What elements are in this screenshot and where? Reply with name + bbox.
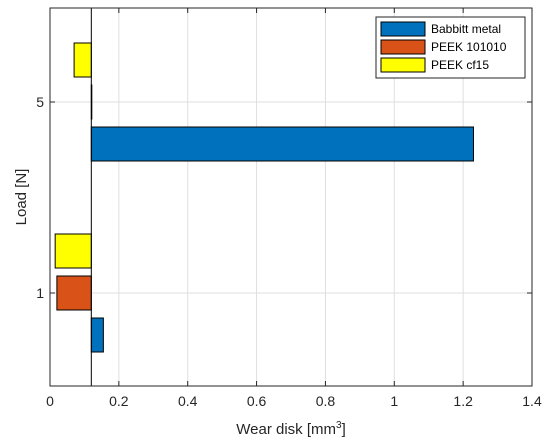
x-axis-title: Wear disk [mm3] (236, 420, 345, 438)
x-tick-label: 0 (46, 393, 54, 409)
bar (54, 233, 92, 269)
legend-swatch (380, 57, 426, 73)
y-tick-labels: 15 (36, 94, 44, 301)
y-axis-title: Load [N] (13, 169, 30, 226)
grid-lines (50, 8, 532, 386)
x-tick-labels: 0 0.2 0.4 0.6 0.8 1 1.2 1.4 (46, 393, 542, 409)
x-tick-label: 1 (390, 393, 398, 409)
bar (90, 317, 104, 353)
x-tick-label: 0.6 (247, 393, 267, 409)
y-tick-label: 1 (36, 285, 44, 301)
y-tick-label: 5 (36, 94, 44, 110)
x-axis-title-main: Wear disk [mm (236, 421, 336, 438)
x-tick-label: 1.2 (453, 393, 473, 409)
axis-ticks (49, 8, 533, 386)
plot-frame (49, 7, 533, 387)
x-axis-title-suffix: ] (342, 421, 346, 438)
bar (56, 275, 92, 311)
bar (73, 42, 92, 78)
legend: Babbitt metal PEEK 101010 PEEK cf15 (375, 16, 526, 79)
bar (90, 126, 474, 162)
x-tick-label: 1.4 (522, 393, 542, 409)
legend-label: PEEK 101010 (431, 40, 507, 54)
x-tick-label: 0.8 (316, 393, 336, 409)
legend-swatch (380, 21, 426, 37)
x-tick-label: 0.4 (178, 393, 198, 409)
x-tick-label: 0.2 (109, 393, 129, 409)
x-axis-title-superscript: 3 (336, 420, 342, 431)
legend-label: PEEK cf15 (431, 58, 489, 72)
legend-label: Babbitt metal (431, 22, 501, 36)
legend-swatch (380, 39, 426, 55)
